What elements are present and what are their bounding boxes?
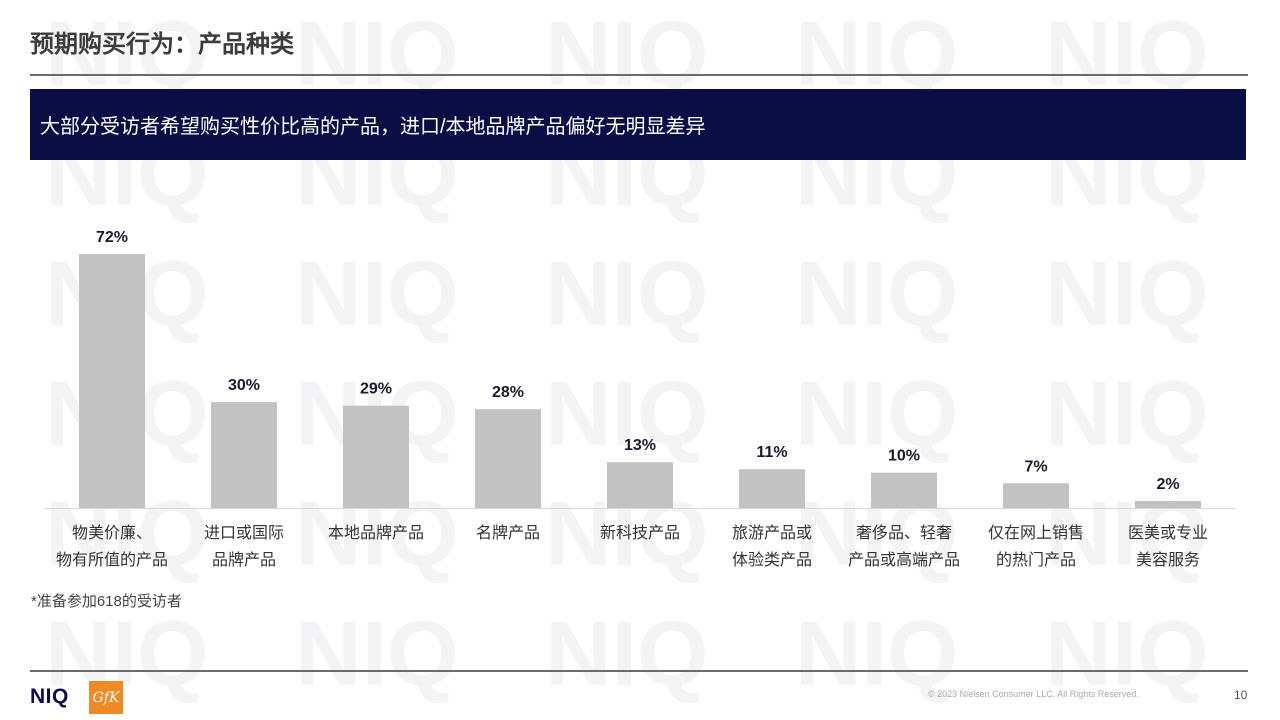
category-label: 医美或专业 美容服务 bbox=[1093, 520, 1243, 574]
footer-divider bbox=[30, 670, 1248, 672]
bar-value-label: 10% bbox=[888, 448, 920, 465]
category-label-line: 品牌产品 bbox=[211, 552, 276, 569]
bar-value-label: 28% bbox=[492, 384, 524, 401]
bar bbox=[739, 469, 805, 508]
category-label-line: 仅在网上销售 bbox=[987, 525, 1084, 542]
bar bbox=[211, 402, 277, 508]
category-label-line: 旅游产品或 bbox=[731, 525, 812, 542]
category-label: 仅在网上销售 的热门产品 bbox=[961, 520, 1111, 574]
bar bbox=[475, 409, 541, 508]
category-label-line: 体验类产品 bbox=[731, 552, 812, 569]
bar-value-label: 13% bbox=[624, 437, 656, 454]
category-label: 本地品牌产品 bbox=[301, 520, 451, 547]
bar-value-label: 30% bbox=[228, 377, 260, 394]
bar-value-label: 11% bbox=[756, 444, 787, 461]
bar-value-label: 29% bbox=[360, 381, 392, 398]
category-label-line: 物美价廉、 bbox=[71, 525, 152, 542]
niq-logo: NIQ bbox=[30, 685, 69, 708]
category-label: 名牌产品 bbox=[433, 520, 583, 547]
headline-text: 大部分受访者希望购买性价比高的产品，进口/本地品牌产品偏好无明显差异 bbox=[40, 116, 706, 138]
category-label-line: 名牌产品 bbox=[475, 525, 540, 542]
category-label: 新科技产品 bbox=[565, 520, 715, 547]
bar-value-label: 72% bbox=[96, 229, 128, 246]
category-label-line: 新科技产品 bbox=[599, 525, 680, 542]
title-divider bbox=[30, 74, 1248, 76]
bar-value-label: 2% bbox=[1156, 476, 1179, 493]
category-label-line: 的热门产品 bbox=[995, 552, 1076, 569]
headline-banner: 大部分受访者希望购买性价比高的产品，进口/本地品牌产品偏好无明显差异 bbox=[30, 89, 1246, 160]
category-label-line: 医美或专业 bbox=[1127, 525, 1208, 542]
gfk-logo: GfK bbox=[89, 681, 123, 714]
category-label: 物美价廉、物有所值的产品 bbox=[37, 520, 187, 574]
category-label-line: 奢侈品、轻奢 bbox=[855, 525, 952, 542]
category-label: 奢侈品、轻奢 产品或高端产品 bbox=[829, 520, 979, 574]
footnote: *准备参加618的受访者 bbox=[31, 593, 182, 610]
bar bbox=[1135, 500, 1201, 508]
bar bbox=[871, 472, 937, 508]
category-label-line: 本地品牌产品 bbox=[327, 525, 424, 542]
bar bbox=[1003, 483, 1069, 508]
category-label-line: 产品或高端产品 bbox=[847, 552, 960, 569]
page-title: 预期购买行为：产品种类 bbox=[30, 31, 294, 58]
category-label-line: 美容服务 bbox=[1135, 552, 1200, 569]
bar bbox=[343, 405, 409, 508]
category-label: 旅游产品或体验类产品 bbox=[697, 520, 847, 574]
page-number: 10 bbox=[1234, 688, 1248, 702]
category-label-line: 物有所值的产品 bbox=[55, 552, 168, 569]
bar bbox=[79, 254, 145, 508]
category-label: 进口或国际 品牌产品 bbox=[169, 520, 319, 574]
category-label-line: 进口或国际 bbox=[203, 525, 284, 542]
bar-value-label: 7% bbox=[1024, 458, 1047, 475]
bar bbox=[607, 462, 673, 508]
copyright-text: © 2023 Nielsen Consumer LLC. All Rights … bbox=[928, 689, 1139, 699]
